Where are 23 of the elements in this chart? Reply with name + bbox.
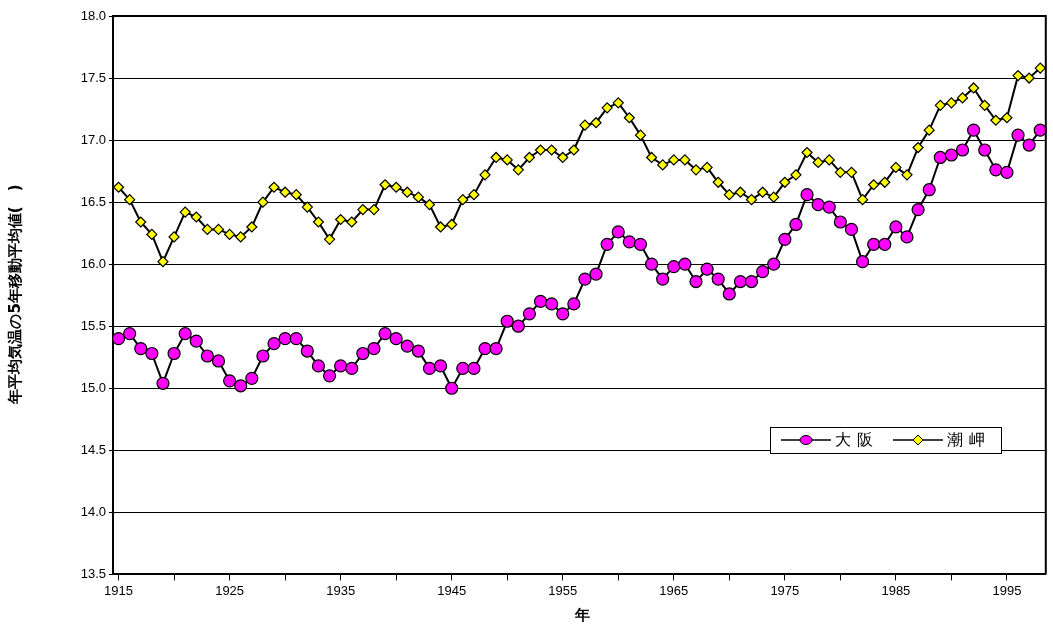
- y-tick-label: 15.0: [80, 379, 106, 395]
- y-tick-label: 17.0: [80, 131, 106, 147]
- x-tick-label: 1955: [548, 582, 578, 598]
- y-tick-label: 16.5: [80, 193, 106, 209]
- legend-label: 大阪: [834, 429, 879, 451]
- x-tick-label: 1925: [215, 582, 245, 598]
- x-tick-label: 1935: [326, 582, 356, 598]
- x-tick-label: 1965: [659, 582, 689, 598]
- x-tick-label: 1945: [437, 582, 467, 598]
- y-tick-label: 17.5: [80, 69, 106, 85]
- y-axis-title: 年平均気温の5年移動平均値( ): [6, 184, 24, 404]
- y-tick-label: 14.5: [80, 441, 106, 457]
- legend-label: 潮岬: [946, 429, 991, 451]
- y-tick-label: 16.0: [80, 255, 106, 271]
- y-tick-label: 18.0: [80, 7, 106, 23]
- x-tick-label: 1985: [881, 582, 911, 598]
- x-tick-label: 1995: [992, 582, 1022, 598]
- y-tick-label: 15.5: [80, 317, 106, 333]
- y-tick-label: 14.0: [80, 503, 106, 519]
- x-tick-label: 1975: [770, 582, 800, 598]
- y-tick-label: 13.5: [80, 565, 106, 581]
- x-axis-title: 年: [573, 606, 591, 625]
- x-tick-label: 1915: [104, 582, 134, 598]
